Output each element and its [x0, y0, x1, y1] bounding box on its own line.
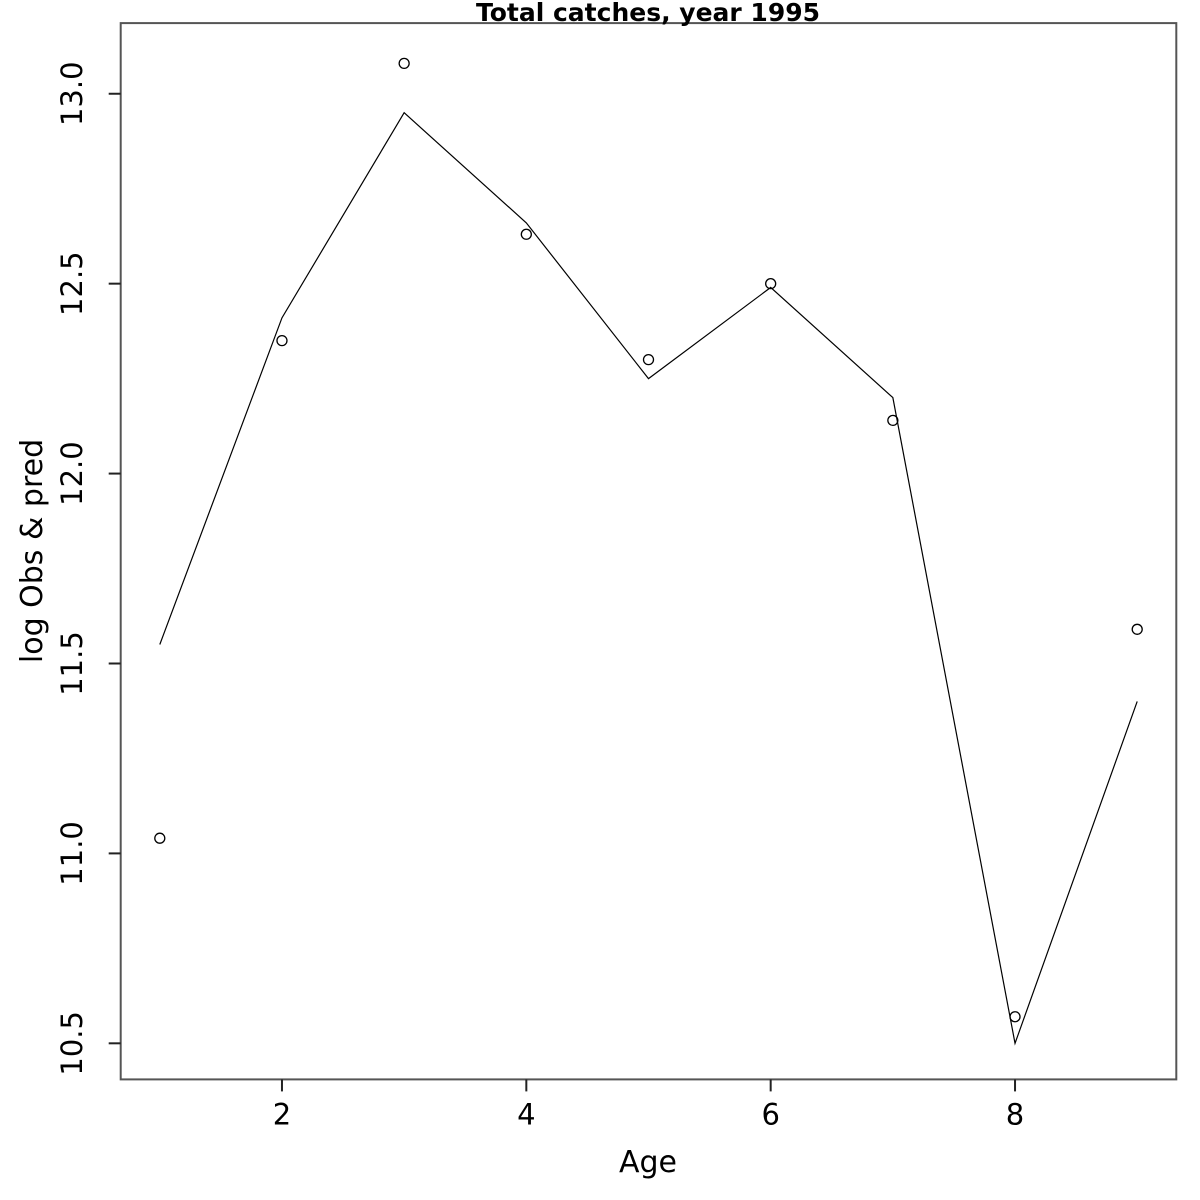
y-tick-label: 12.0 [55, 441, 89, 506]
x-tick-label: 8 [1006, 1097, 1024, 1131]
predicted-line [159, 111, 1138, 1046]
observed-point [765, 278, 777, 290]
x-tick-label: 6 [761, 1097, 779, 1131]
y-tick-label: 13.0 [55, 61, 89, 126]
observed-point [276, 334, 288, 347]
observed-point [1009, 1011, 1021, 1023]
observed-point [520, 228, 532, 240]
axis-ticks: 2 4 6 8 10.5 11.0 11.5 12.0 12.5 13.0 [55, 61, 1024, 1131]
plot-box [119, 22, 1178, 1081]
y-axis-label: log Obs & pred [15, 439, 50, 663]
y-tick-label: 11.5 [55, 631, 89, 696]
y-tick-label: 12.5 [55, 251, 89, 316]
chart-title: Total catches, year 1995 [476, 0, 820, 27]
observed-point [642, 353, 655, 366]
x-tick-label: 4 [517, 1097, 535, 1131]
x-axis-label: Age [619, 1145, 677, 1180]
observed-point [887, 414, 899, 427]
observed-point [398, 57, 410, 70]
data-layer [154, 57, 1143, 1046]
x-tick-label: 2 [273, 1097, 291, 1131]
observed-point [154, 832, 166, 844]
y-tick-label: 11.0 [55, 821, 89, 886]
observed-point [1131, 623, 1143, 635]
y-tick-label: 10.5 [55, 1011, 89, 1076]
